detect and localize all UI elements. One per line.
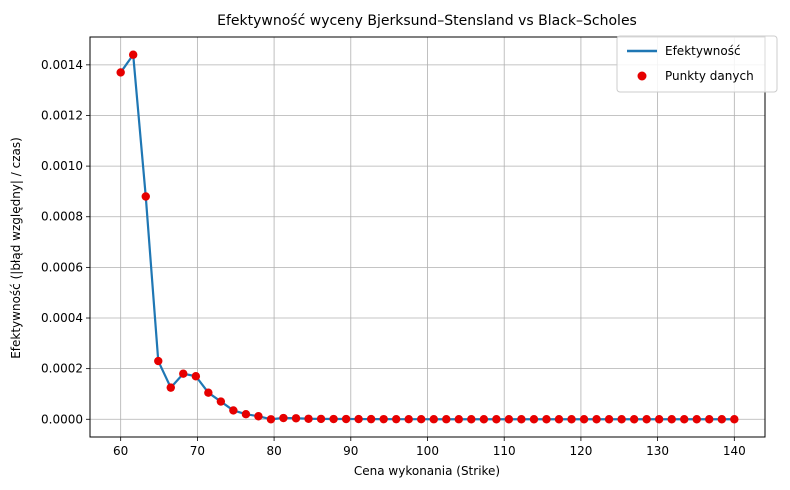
data-point <box>617 415 626 424</box>
data-point <box>604 415 614 424</box>
data-point <box>291 414 301 423</box>
data-point <box>442 415 451 424</box>
data-point <box>341 414 351 424</box>
data-point <box>229 406 238 415</box>
data-point <box>366 414 376 424</box>
data-point <box>354 414 363 424</box>
data-point <box>692 415 701 424</box>
y-tick-label: 0.0008 <box>41 210 83 224</box>
x-tick-label: 60 <box>113 444 128 458</box>
x-tick-label: 70 <box>190 444 205 458</box>
legend: Efektywność Punkty danych <box>616 35 778 93</box>
data-point <box>730 415 739 424</box>
data-point <box>179 369 188 378</box>
data-point <box>429 415 438 424</box>
y-tick-label: 0.0014 <box>41 58 83 72</box>
data-point <box>241 410 251 419</box>
data-point <box>579 415 589 424</box>
x-axis-label: Cena wykonania (Strike) <box>354 464 500 478</box>
data-point <box>554 415 564 424</box>
x-axis: 60 70 80 90 100 110 120 130 140 <box>113 437 746 458</box>
data-point <box>141 192 150 201</box>
legend-scatter-swatch <box>637 71 647 81</box>
y-tick-label: 0.0012 <box>41 108 83 122</box>
data-point <box>717 415 727 424</box>
data-point <box>128 50 138 59</box>
data-point <box>404 415 413 424</box>
data-point <box>329 414 338 424</box>
x-tick-label: 120 <box>569 444 592 458</box>
data-point <box>454 415 463 424</box>
x-tick-label: 80 <box>266 444 281 458</box>
data-point <box>642 415 651 424</box>
data-point <box>191 372 201 381</box>
y-axis-label: Efektywność (|błąd względny| / czas) <box>9 137 23 359</box>
data-point <box>467 415 476 424</box>
data-point <box>654 415 664 424</box>
data-point <box>216 397 226 406</box>
data-point <box>154 356 163 366</box>
data-point <box>116 68 125 77</box>
y-tick-label: 0.0000 <box>41 412 83 426</box>
data-point <box>667 415 676 424</box>
x-tick-label: 140 <box>723 444 746 458</box>
data-point <box>592 415 601 424</box>
data-point <box>567 415 576 424</box>
data-point <box>279 413 288 423</box>
data-point <box>266 415 276 424</box>
data-point <box>705 415 714 424</box>
data-point <box>254 412 263 421</box>
legend-scatter-label: Punkty danych <box>665 69 754 83</box>
y-tick-label: 0.0010 <box>41 159 83 173</box>
grid <box>90 37 765 437</box>
x-tick-label: 130 <box>646 444 669 458</box>
data-point <box>304 414 313 423</box>
data-point <box>492 415 501 424</box>
x-tick-label: 110 <box>493 444 516 458</box>
x-tick-label: 90 <box>343 444 358 458</box>
data-point <box>542 415 551 424</box>
y-tick-label: 0.0002 <box>41 362 83 376</box>
data-point <box>316 414 326 424</box>
data-point <box>517 415 526 424</box>
series-layer <box>116 50 739 424</box>
data-point <box>479 415 489 424</box>
data-point <box>166 383 175 392</box>
data-point <box>392 414 401 424</box>
legend-line-label: Efektywność <box>665 44 741 58</box>
data-point <box>629 415 639 424</box>
chart-title: Efektywność wyceny Bjerksund–Stensland v… <box>217 13 637 29</box>
y-tick-label: 0.0006 <box>41 260 83 274</box>
data-point <box>504 415 514 424</box>
data-point <box>417 415 426 424</box>
y-tick-label: 0.0004 <box>41 311 83 325</box>
data-point <box>529 415 539 424</box>
data-point <box>204 388 213 397</box>
y-axis: 0.0000 0.0002 0.0004 0.0006 0.0008 0.0010 0.00… <box>41 58 90 426</box>
x-tick-label: 100 <box>416 444 439 458</box>
data-point <box>680 415 689 424</box>
data-point <box>379 414 388 424</box>
